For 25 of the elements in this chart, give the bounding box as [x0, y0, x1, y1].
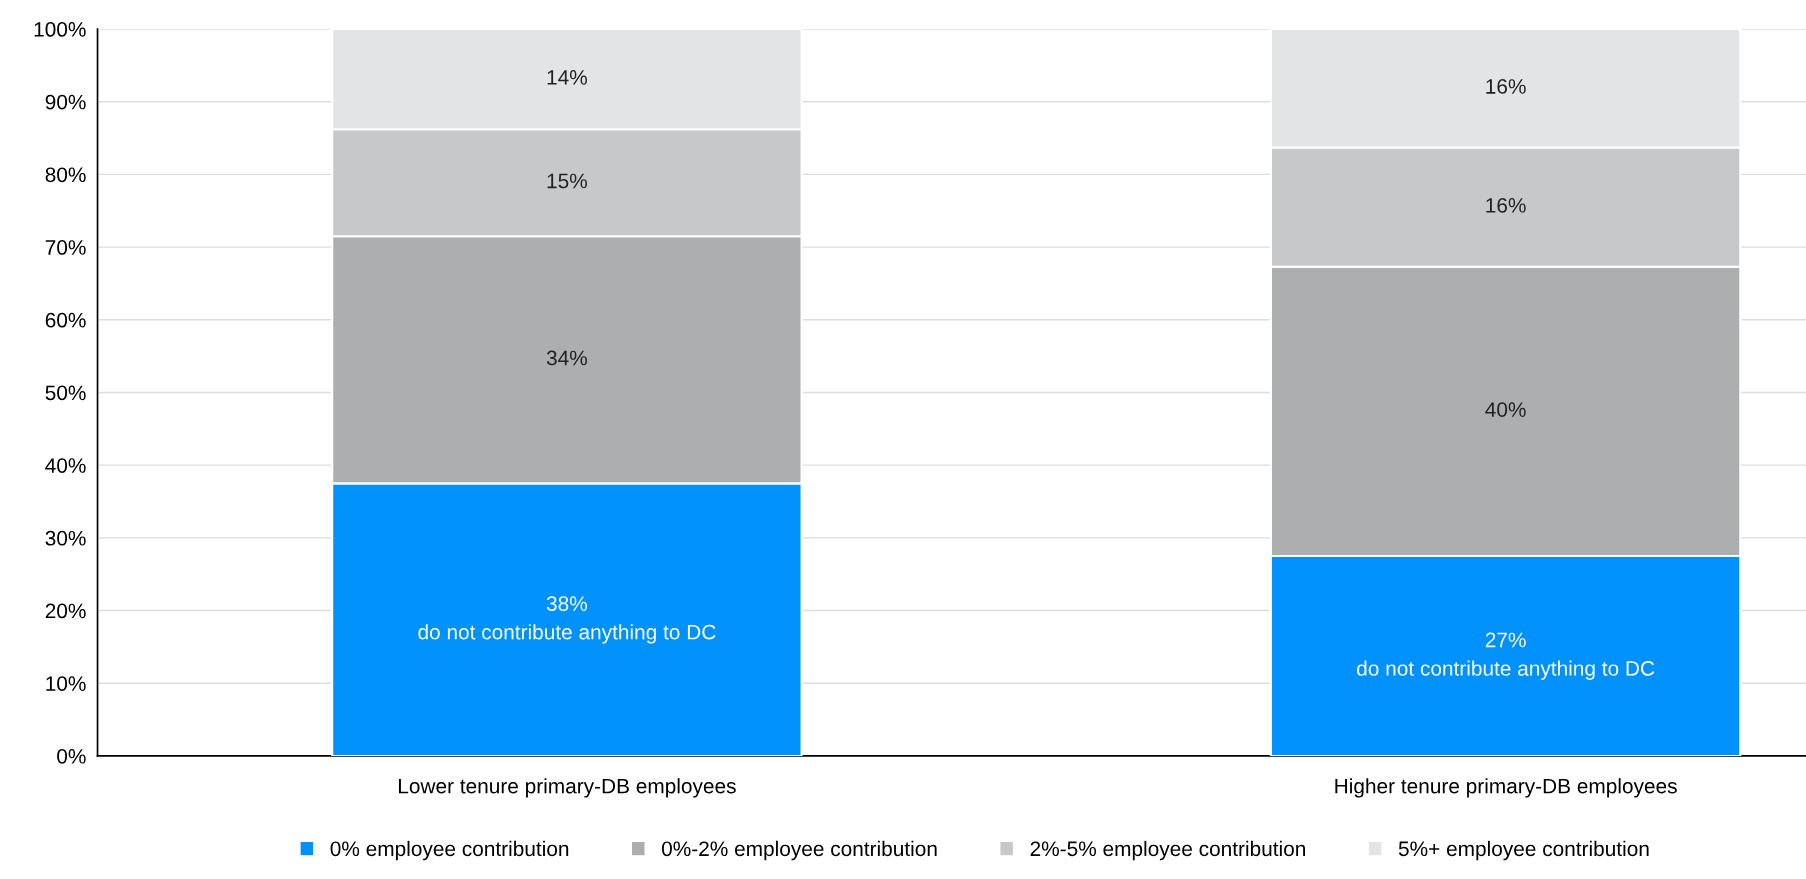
legend-label: 2%-5% employee contribution	[1030, 840, 1305, 861]
y-tick-label: 90%	[45, 94, 86, 110]
y-tick-label: 20%	[45, 603, 86, 619]
y-tick-label: 30%	[45, 530, 86, 546]
data-label: 15%	[547, 173, 587, 189]
data-label: 38% do not contribute anything to DC	[418, 596, 716, 644]
y-tick-label: 80%	[45, 167, 86, 183]
data-label: 34%	[546, 350, 587, 366]
data-label: 27% do not contribute anything to DC	[1357, 632, 1655, 680]
legend-label: 0% employee contribution	[330, 840, 569, 861]
legend-label: 5%+ employee contribution	[1398, 840, 1649, 861]
x-tick-label: Lower tenure primary-DB employees	[398, 778, 736, 798]
y-tick-label: 50%	[45, 385, 86, 401]
y-tick-label: 70%	[45, 240, 86, 255]
y-tick-label: 40%	[45, 458, 86, 473]
data-label: 40%	[1485, 402, 1526, 417]
data-label: 14%	[547, 70, 587, 85]
y-tick-label: 60%	[45, 312, 86, 328]
y-tick-label: 100%	[34, 22, 86, 37]
y-tick-label: 10%	[46, 676, 86, 691]
data-label: 16%	[1486, 79, 1526, 94]
legend-label: 0%-2% employee contribution	[661, 840, 937, 861]
x-tick-label: Higher tenure primary-DB employees	[1335, 778, 1677, 798]
data-label: 16%	[1486, 197, 1526, 213]
y-tick-label: 0%	[57, 748, 86, 764]
